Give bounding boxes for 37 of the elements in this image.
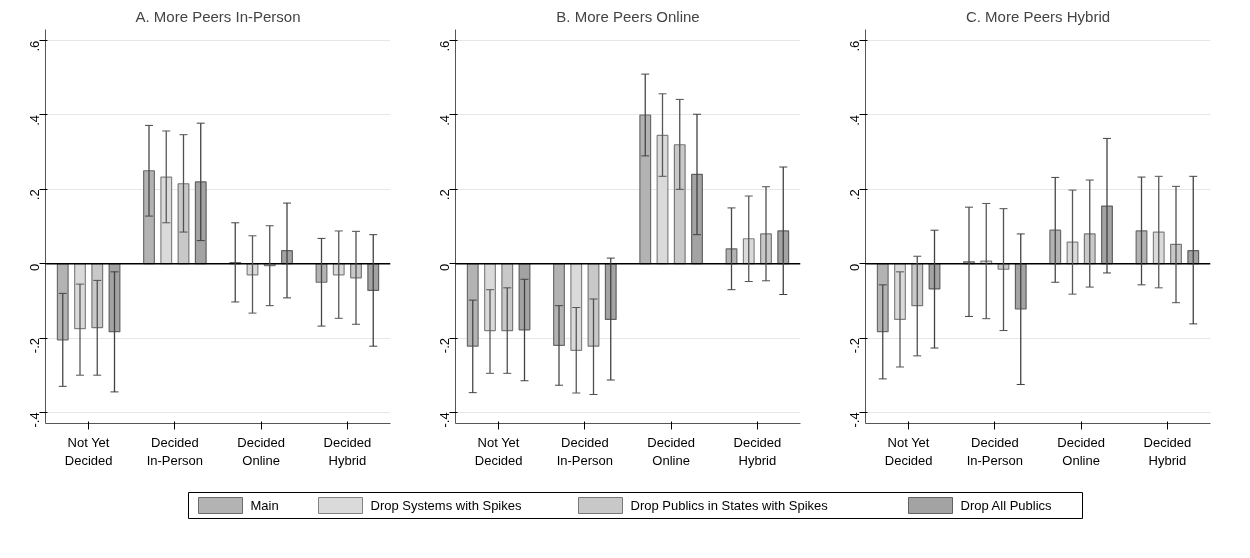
y-tick-label: -.2	[847, 338, 862, 354]
x-tick-label: Not Yet Decided	[474, 434, 523, 468]
legend-label: Main	[250, 498, 279, 513]
x-tick-label: Decided Online	[1057, 434, 1105, 468]
y-tick-label: .4	[847, 114, 862, 126]
legend-label: Drop Publics in States with Spikes	[630, 498, 829, 513]
x-tick-label: Decided Online	[237, 434, 285, 468]
chart-title: B. More Peers Online	[556, 7, 700, 25]
y-tick-label: 0	[27, 263, 42, 271]
legend-label: Drop All Publics	[960, 498, 1053, 513]
y-tick-label: .2	[847, 189, 862, 201]
x-tick-label: Decided Hybrid	[323, 434, 372, 468]
y-tick-label: .6	[437, 40, 452, 52]
y-tick-label: .6	[27, 40, 42, 52]
y-tick-label: -.4	[847, 412, 862, 428]
y-tick-label: .2	[27, 189, 42, 201]
x-tick-label: Not Yet Decided	[64, 434, 113, 468]
x-tick-label: Decided In-Person	[556, 434, 614, 468]
legend-label: Drop Systems with Spikes	[370, 498, 522, 513]
x-tick-label: Not Yet Decided	[884, 434, 933, 468]
y-tick-label: -.2	[437, 338, 452, 354]
chart-title: A. More Peers In-Person	[135, 7, 301, 25]
x-tick-label: Decided In-Person	[966, 434, 1024, 468]
x-tick-label: Decided Hybrid	[733, 434, 782, 468]
y-tick-label: 0	[847, 263, 862, 271]
y-tick-label: .2	[437, 189, 452, 201]
y-tick-label: .6	[847, 40, 862, 52]
y-tick-label: .4	[437, 114, 452, 126]
x-tick-label: Decided In-Person	[146, 434, 204, 468]
y-tick-label: -.4	[437, 412, 452, 428]
x-tick-label: Decided Hybrid	[1143, 434, 1192, 468]
x-tick-label: Decided Online	[647, 434, 695, 468]
y-tick-label: -.4	[27, 412, 42, 428]
y-tick-label: .4	[27, 114, 42, 126]
chart-title: C. More Peers Hybrid	[965, 7, 1111, 25]
y-tick-label: -.2	[27, 338, 42, 354]
y-tick-label: 0	[437, 263, 452, 271]
